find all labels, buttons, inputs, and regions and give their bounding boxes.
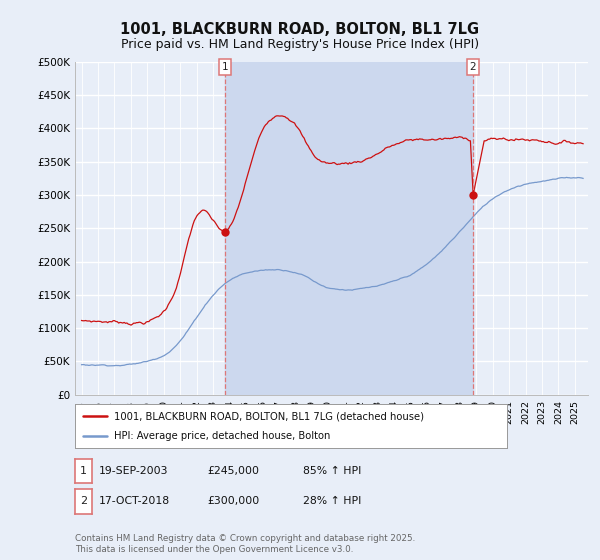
Text: Contains HM Land Registry data © Crown copyright and database right 2025.
This d: Contains HM Land Registry data © Crown c… [75,534,415,554]
Text: 17-OCT-2018: 17-OCT-2018 [99,497,170,506]
Text: 28% ↑ HPI: 28% ↑ HPI [303,497,361,506]
Text: £300,000: £300,000 [207,497,259,506]
Text: 2: 2 [80,497,87,506]
Text: 1: 1 [80,466,87,475]
Bar [225,62,473,395]
Text: 1: 1 [221,62,228,72]
Text: 2: 2 [469,62,476,72]
Text: 85% ↑ HPI: 85% ↑ HPI [303,466,361,475]
Text: Price paid vs. HM Land Registry's House Price Index (HPI): Price paid vs. HM Land Registry's House … [121,38,479,50]
Text: HPI: Average price, detached house, Bolton: HPI: Average price, detached house, Bolt… [114,431,330,441]
Text: 1001, BLACKBURN ROAD, BOLTON, BL1 7LG: 1001, BLACKBURN ROAD, BOLTON, BL1 7LG [121,22,479,38]
Text: 1001, BLACKBURN ROAD, BOLTON, BL1 7LG (detached house): 1001, BLACKBURN ROAD, BOLTON, BL1 7LG (d… [114,411,424,421]
Text: 19-SEP-2003: 19-SEP-2003 [99,466,169,475]
Text: £245,000: £245,000 [207,466,259,475]
